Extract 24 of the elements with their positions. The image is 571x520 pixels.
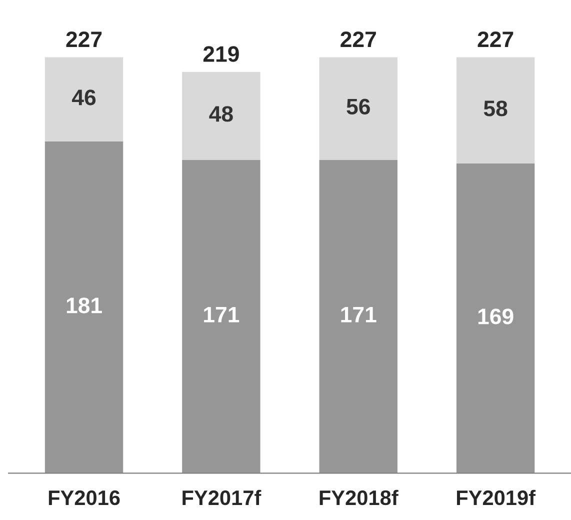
data-label: 181	[66, 298, 102, 314]
data-label: 171	[204, 306, 240, 322]
data-label: 46	[72, 90, 96, 106]
data-label: 48	[209, 106, 233, 122]
bar	[182, 72, 260, 160]
x-tick-label: FY2019f	[456, 490, 536, 506]
bar	[319, 160, 398, 474]
total-label: 227	[340, 32, 376, 48]
data-label: 171	[341, 306, 376, 322]
total-label: 219	[203, 46, 239, 62]
bar	[44, 142, 124, 474]
bar	[44, 57, 124, 142]
x-tick-label: FY2018f	[320, 490, 398, 506]
total-label: 227	[478, 32, 514, 48]
x-tick-label: FY2017f	[182, 490, 262, 506]
total-label: 227	[66, 32, 102, 48]
bar	[319, 57, 398, 160]
x-tick-label: FY2016	[48, 490, 120, 506]
data-label: 58	[484, 100, 508, 116]
bar	[456, 163, 535, 474]
bar	[456, 57, 535, 164]
data-label: 169	[478, 308, 514, 324]
bar	[182, 160, 260, 474]
data-label: 56	[346, 98, 370, 114]
